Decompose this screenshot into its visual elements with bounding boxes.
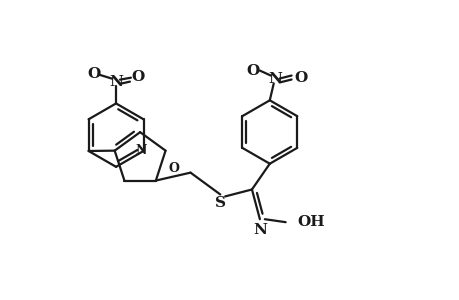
Text: O: O — [294, 70, 308, 85]
Text: S: S — [214, 196, 225, 210]
Text: O: O — [88, 67, 101, 81]
Text: N: N — [252, 223, 266, 237]
Text: N: N — [109, 75, 123, 88]
Text: N: N — [267, 71, 281, 85]
Text: O: O — [168, 161, 179, 175]
Text: O: O — [246, 64, 259, 78]
Text: N: N — [135, 144, 146, 157]
Text: O: O — [131, 70, 144, 84]
Text: OH: OH — [297, 215, 325, 229]
